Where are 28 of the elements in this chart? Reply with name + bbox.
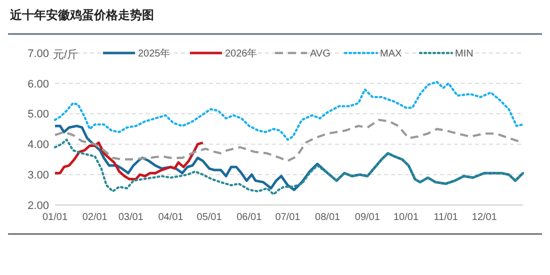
x-tick-label: 05/01: [196, 212, 222, 223]
y-axis-title: 元/斤: [53, 48, 78, 61]
x-tick-label: 11/01: [434, 212, 458, 223]
x-tick-label: 07/01: [275, 212, 301, 223]
x-tick-label: 01/01: [42, 212, 68, 223]
x-tick-label: 08/01: [315, 212, 341, 223]
x-tick-label: 06/01: [236, 212, 262, 223]
x-tick-label: 04/01: [158, 212, 184, 223]
y-tick-label: 7.00: [28, 48, 49, 60]
y-tick-label: 3.00: [28, 169, 49, 182]
x-tick-label: 10/01: [393, 212, 419, 223]
legend-label: MAX: [380, 48, 402, 60]
legend-label: AVG: [310, 48, 331, 60]
y-tick-label: 2.00: [28, 200, 49, 212]
y-tick-label: 6.00: [28, 78, 49, 90]
x-tick-label: 03/01: [118, 212, 144, 223]
legend-label: MIN: [455, 48, 474, 60]
x-tick-label: 02/01: [82, 212, 108, 223]
line-series: [54, 141, 204, 180]
chart-title: 近十年安徽鸡蛋价格走势图: [9, 8, 154, 22]
legend-label: 2025年: [138, 48, 170, 60]
x-tick-label: 12/01: [472, 212, 498, 223]
x-tick-label: 09/01: [354, 212, 380, 223]
line-series: [54, 80, 524, 141]
y-tick-label: 5.00: [28, 108, 49, 121]
legend-label: 2026年: [225, 48, 258, 60]
y-tick-label: 4.00: [28, 139, 49, 152]
line-series: [54, 138, 524, 196]
